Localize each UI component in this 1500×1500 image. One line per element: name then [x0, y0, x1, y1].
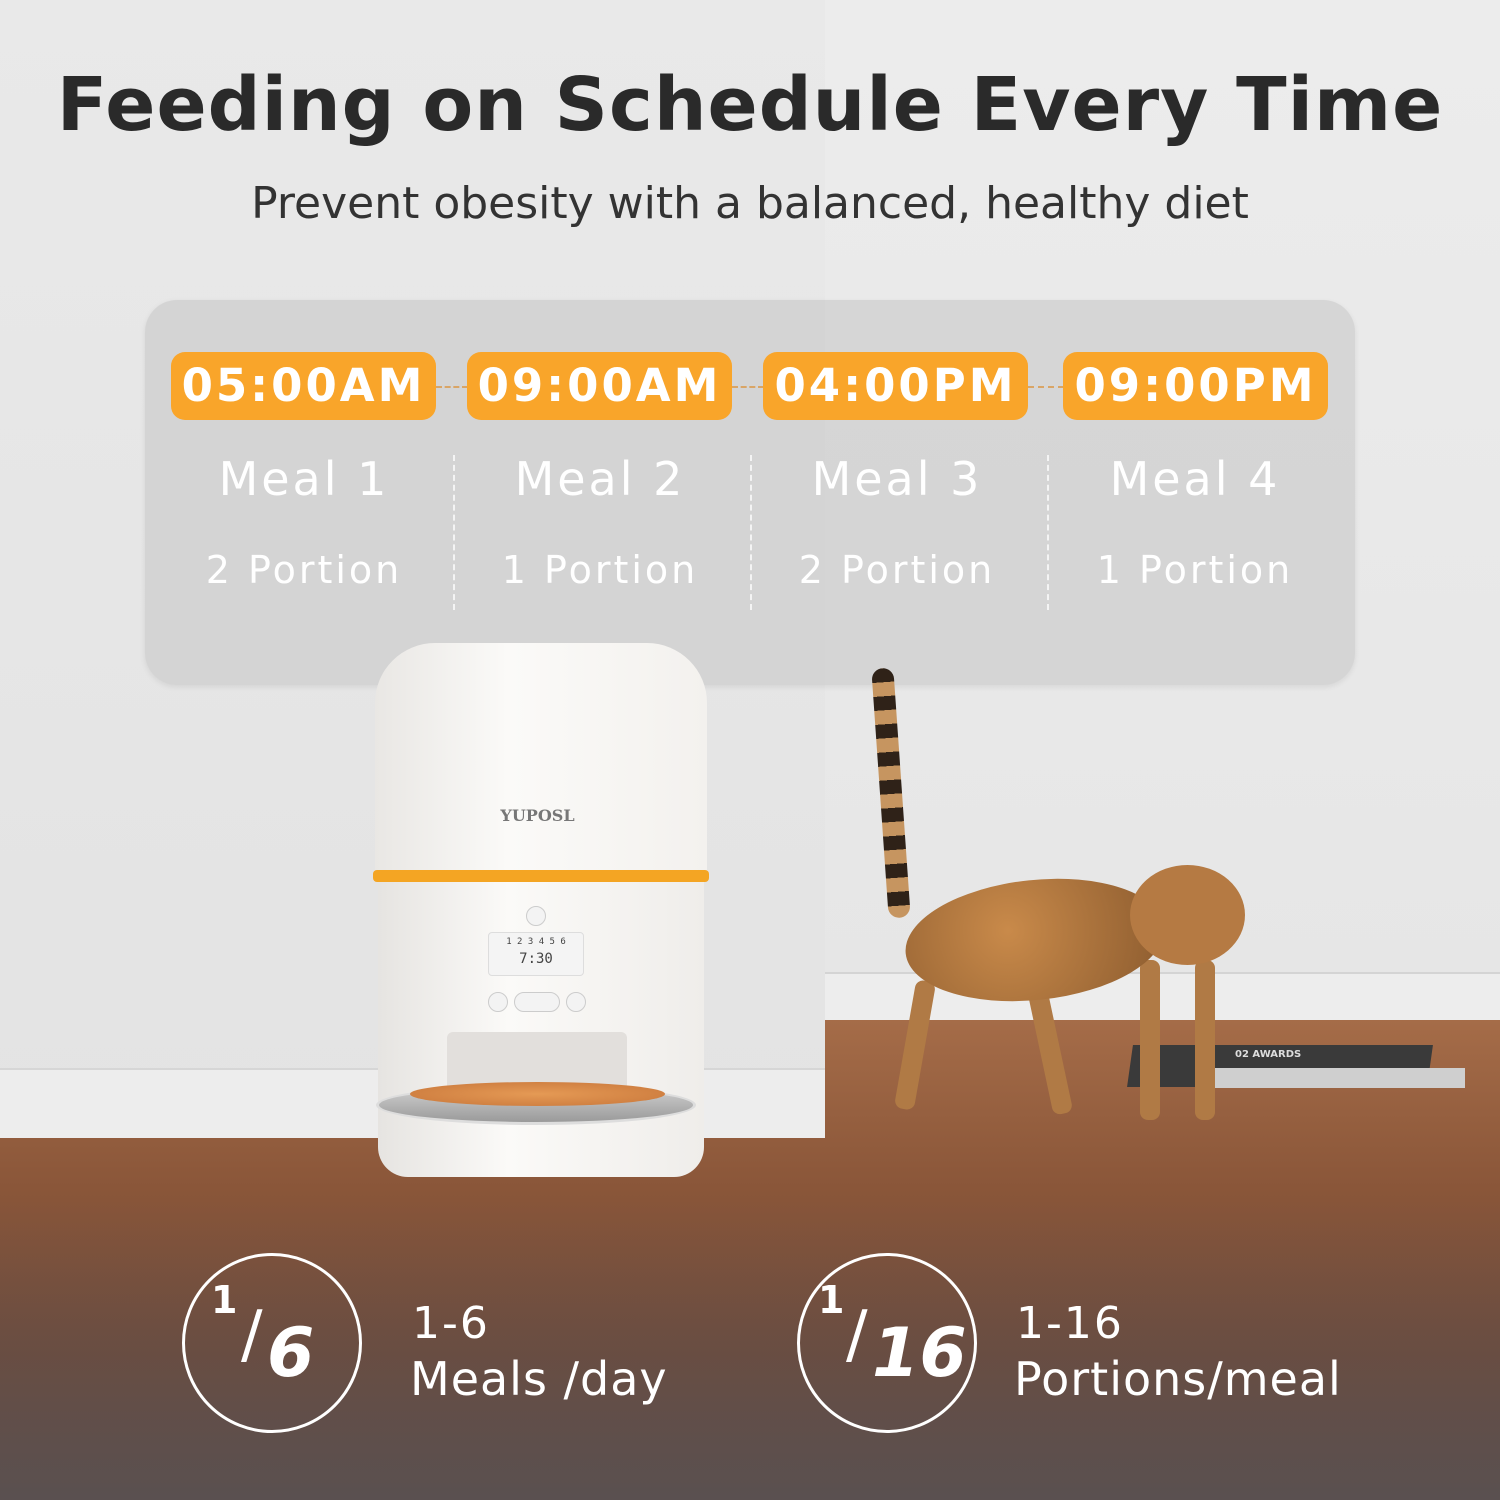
fraction-denominator: 6: [267, 1314, 315, 1393]
connector-line: [732, 386, 764, 388]
fraction-denominator: 16: [872, 1314, 967, 1393]
meals-fraction-icon: 1 / 6: [182, 1253, 362, 1433]
time-badge-meal-4: 09:00PM: [1063, 352, 1328, 420]
meals-range: 1-6: [412, 1298, 490, 1349]
connector-line: [1028, 386, 1064, 388]
portions-range: 1-16: [1016, 1298, 1124, 1349]
portion-label: 1 Portion: [1096, 548, 1294, 592]
page-title: Feeding on Schedule Every Time: [56, 62, 1444, 148]
book-title: 02 AWARDS: [1235, 1049, 1302, 1060]
feeder-base: [378, 882, 704, 1177]
portions-label: Portions/meal: [1014, 1352, 1342, 1406]
time-badge-meal-2: 09:00AM: [467, 352, 732, 420]
cat-leg: [1195, 960, 1215, 1120]
kibble: [410, 1082, 665, 1106]
meal-label: Meal 4: [1109, 452, 1281, 506]
divider: [1047, 455, 1049, 610]
time-badge-meal-3: 04:00PM: [763, 352, 1028, 420]
lcd-meal-slots: 1 2 3 4 5 6: [506, 937, 566, 947]
fraction-slash: /: [241, 1298, 263, 1372]
feeder-hopper: [375, 643, 707, 878]
minus-plus-button-icon: [514, 992, 560, 1012]
divider: [453, 455, 455, 610]
divider: [750, 455, 752, 610]
portion-label: 2 Portion: [798, 548, 996, 592]
portions-fraction-icon: 1 / 16: [797, 1253, 977, 1433]
fraction-numerator: 1: [818, 1278, 845, 1322]
portion-label: 2 Portion: [205, 548, 403, 592]
control-button-icon: [566, 992, 586, 1012]
cat-head: [1130, 865, 1245, 965]
book: [1200, 1068, 1465, 1088]
fraction-numerator: 1: [211, 1278, 238, 1322]
time-badge-meal-1: 05:00AM: [171, 352, 436, 420]
lcd-display: 1 2 3 4 5 6 7:30: [488, 932, 584, 976]
feeder-accent-band: [373, 870, 709, 882]
meal-label: Meal 3: [811, 452, 983, 506]
page-subtitle: Prevent obesity with a balanced, healthy…: [251, 178, 1249, 229]
connector-line: [436, 386, 468, 388]
cat-leg: [1140, 960, 1160, 1120]
feed-button-icon: [526, 906, 546, 926]
fraction-slash: /: [846, 1298, 868, 1372]
portion-label: 1 Portion: [501, 548, 699, 592]
brand-logo: YUPOSL: [500, 806, 575, 825]
meals-label: Meals /day: [410, 1352, 668, 1406]
meal-label: Meal 2: [514, 452, 686, 506]
control-button-icon: [488, 992, 508, 1012]
lcd-time: 7:30: [519, 951, 553, 967]
meal-label: Meal 1: [218, 452, 390, 506]
